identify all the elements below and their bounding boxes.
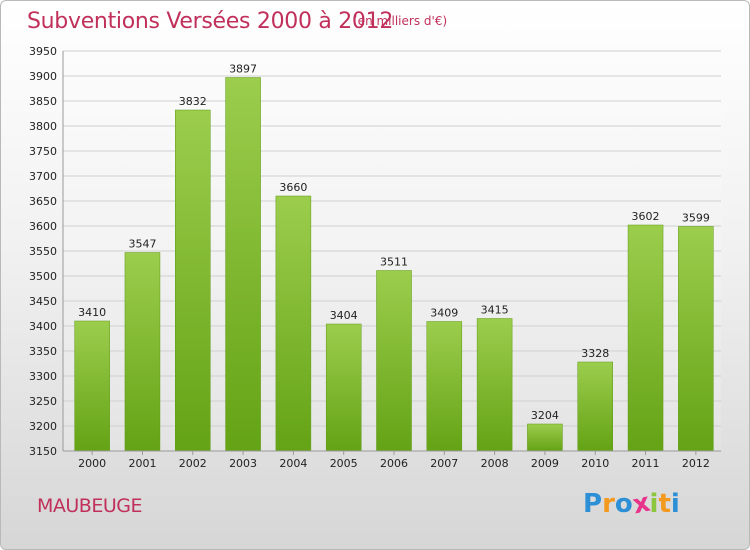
data-labels: 3410 3547 3832 3897 3660 3404 3511 3409 3415 3204… <box>78 63 710 423</box>
y-axis-ticks: 3150 3200 3250 3300 3350 3400 3450 3500 3550 3600… <box>29 45 57 458</box>
bars <box>74 77 714 452</box>
logo-letter: P <box>583 489 603 519</box>
x-tick-label: 2005 <box>330 457 358 470</box>
y-tick-label: 3400 <box>29 320 57 333</box>
x-tick-label: 2009 <box>531 457 559 470</box>
y-tick-label: 3650 <box>29 195 57 208</box>
data-label: 3660 <box>279 181 307 194</box>
bar-2009 <box>527 423 563 452</box>
logo-letter: o <box>614 489 633 519</box>
x-tick-label: 2001 <box>128 457 156 470</box>
logo-letter: i <box>649 489 659 519</box>
data-label: 3547 <box>128 238 156 251</box>
y-tick-label: 3350 <box>29 345 57 358</box>
data-label: 3410 <box>78 306 106 319</box>
location-label: MAUBEUGE <box>37 495 142 517</box>
data-label: 3897 <box>229 63 257 76</box>
y-tick-label: 3450 <box>29 295 57 308</box>
data-label: 3404 <box>330 309 358 322</box>
x-tick-label: 2011 <box>632 457 660 470</box>
y-tick-label: 3800 <box>29 120 57 133</box>
bar-2004 <box>275 195 312 452</box>
bar-2011 <box>627 224 664 452</box>
data-label: 3415 <box>481 304 509 317</box>
x-tick-label: 2012 <box>682 457 710 470</box>
logo-letter: i <box>670 489 680 519</box>
y-tick-label: 3950 <box>29 45 57 58</box>
bar-2003 <box>225 77 261 452</box>
x-tick-label: 2008 <box>481 457 509 470</box>
y-tick-label: 3700 <box>29 170 57 183</box>
proxiti-logo: Proxiti <box>583 488 680 521</box>
y-tick-label: 3900 <box>29 70 57 83</box>
x-tick-label: 2007 <box>430 457 458 470</box>
x-tick-label: 2006 <box>380 457 408 470</box>
logo-letter: t <box>658 489 671 519</box>
bar-2010 <box>577 361 613 452</box>
data-label: 3602 <box>632 210 660 223</box>
bar-2008 <box>476 318 513 452</box>
data-label: 3409 <box>430 307 458 320</box>
data-label: 3511 <box>380 256 408 269</box>
data-label: 3328 <box>581 347 609 360</box>
data-label: 3832 <box>179 95 207 108</box>
chart-subtitle: (en milliers d'€) <box>353 14 448 28</box>
bar-2005 <box>325 323 362 452</box>
y-tick-label: 3750 <box>29 145 57 158</box>
y-tick-label: 3300 <box>29 370 57 383</box>
data-label: 3599 <box>682 212 710 225</box>
y-tick-label: 3850 <box>29 95 57 108</box>
x-tick-label: 2003 <box>229 457 257 470</box>
logo-letter: r <box>602 489 615 519</box>
y-tick-label: 3550 <box>29 245 57 258</box>
y-tick-label: 3150 <box>29 445 57 458</box>
chart-title: Subventions Versées 2000 à 2012 <box>27 9 394 34</box>
data-label: 3204 <box>531 409 559 422</box>
y-tick-label: 3500 <box>29 270 57 283</box>
y-tick-label: 3600 <box>29 220 57 233</box>
x-tick-label: 2000 <box>78 457 106 470</box>
x-axis-ticks: 2000 2001 2002 2003 2004 2005 2006 2007 2008 2009… <box>78 451 710 470</box>
bar-2000 <box>74 320 110 452</box>
x-tick-label: 2002 <box>179 457 207 470</box>
y-tick-label: 3250 <box>29 395 57 408</box>
x-tick-label: 2004 <box>279 457 307 470</box>
bar-2006 <box>376 270 412 452</box>
x-tick-label: 2010 <box>581 457 609 470</box>
bar-2001 <box>124 252 161 452</box>
bar-2002 <box>175 109 211 452</box>
y-tick-label: 3200 <box>29 420 57 433</box>
bar-2012 <box>678 226 714 452</box>
bar-2007 <box>426 321 463 452</box>
